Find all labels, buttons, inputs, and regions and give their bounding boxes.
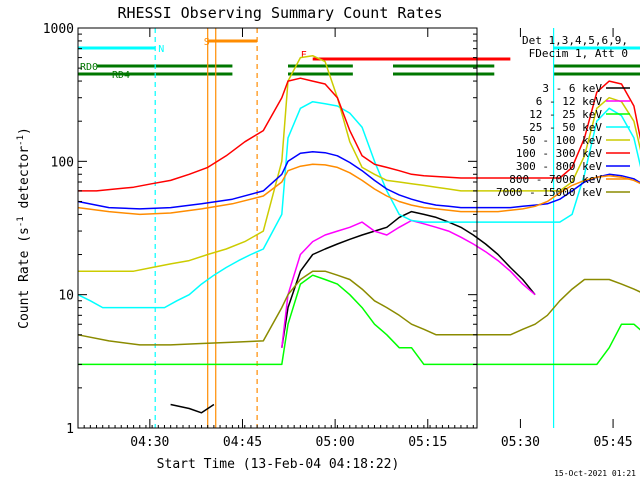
x-tick-label: 05:15 (408, 435, 447, 450)
x-tick-label: 05:30 (501, 435, 540, 450)
y-tick-label: 1 (66, 422, 74, 437)
legend: Det 1,3,4,5,6,9,FDecim 1, Att 0 3 - 6 keV… (496, 34, 630, 199)
legend-header: FDecim 1, Att 0 (529, 47, 628, 60)
legend-label: 100 - 300 keV (516, 147, 602, 160)
x-tick-label: 05:00 (316, 435, 355, 450)
flag-label-rd4: RD4 (112, 70, 130, 81)
y-tick-label: 1000 (43, 22, 74, 37)
data-series (77, 54, 640, 414)
flag-label-s: S (204, 37, 210, 48)
x-tick-label: 05:45 (593, 435, 632, 450)
flag-label-n: N (158, 44, 164, 55)
legend-header: Det 1,3,4,5,6,9, (522, 34, 628, 47)
series-line-50-100-kev (78, 54, 640, 272)
series-line-12-25-kev (78, 274, 640, 366)
x-axis-label: Start Time (13-Feb-04 04:18:22) (157, 457, 400, 472)
legend-label: 50 - 100 keV (523, 134, 603, 147)
x-tick-label: 04:45 (223, 435, 262, 450)
series-line-3-6-kev (170, 403, 215, 414)
series-line-100-300-kev (78, 77, 640, 192)
series-line-25-50-kev (77, 100, 640, 309)
series-line-3-6-kev (281, 210, 536, 348)
legend-label: 12 - 25 keV (529, 108, 602, 121)
timestamp: 15-Oct-2021 01:21 (554, 469, 636, 478)
chart-title: RHESSI Observing Summary Count Rates (117, 4, 442, 22)
y-label-part: -1 (16, 135, 26, 146)
legend-label: 6 - 12 keV (536, 95, 603, 108)
series-line-6-12-kev (281, 219, 536, 348)
series-line-800-7000-kev (77, 163, 640, 216)
legend-label: 3 - 6 keV (542, 82, 602, 95)
y-tick-label: 100 (51, 155, 74, 170)
y-label-part: -1 (16, 216, 26, 227)
legend-label: 300 - 800 keV (516, 160, 602, 173)
y-label-part: Count Rate (s (17, 227, 32, 329)
y-tick-label: 10 (58, 289, 74, 304)
y-label-part: detector (17, 146, 32, 217)
series-line-300-800-kev (77, 150, 640, 210)
plot-frame (77, 27, 478, 429)
y-axis-label: Count Rate (s-1 detector-1) (16, 127, 32, 329)
x-tick-label: 04:30 (130, 435, 169, 450)
y-label-part: ) (17, 127, 32, 135)
flag-label-rd0: RD0 (80, 62, 98, 73)
event-lines (154, 28, 555, 428)
legend-label: 25 - 50 keV (529, 121, 602, 134)
axes: 1 10 100 1000 04:30 04:45 05:00 05:15 05:30 05:45 (43, 22, 633, 450)
legend-label: 800 - 7000 keV (509, 173, 602, 186)
legend-label: 7000 - 15000 keV (496, 186, 602, 199)
series-line-7000-15000-kev (77, 270, 640, 346)
flag-label-f: F (301, 50, 307, 61)
